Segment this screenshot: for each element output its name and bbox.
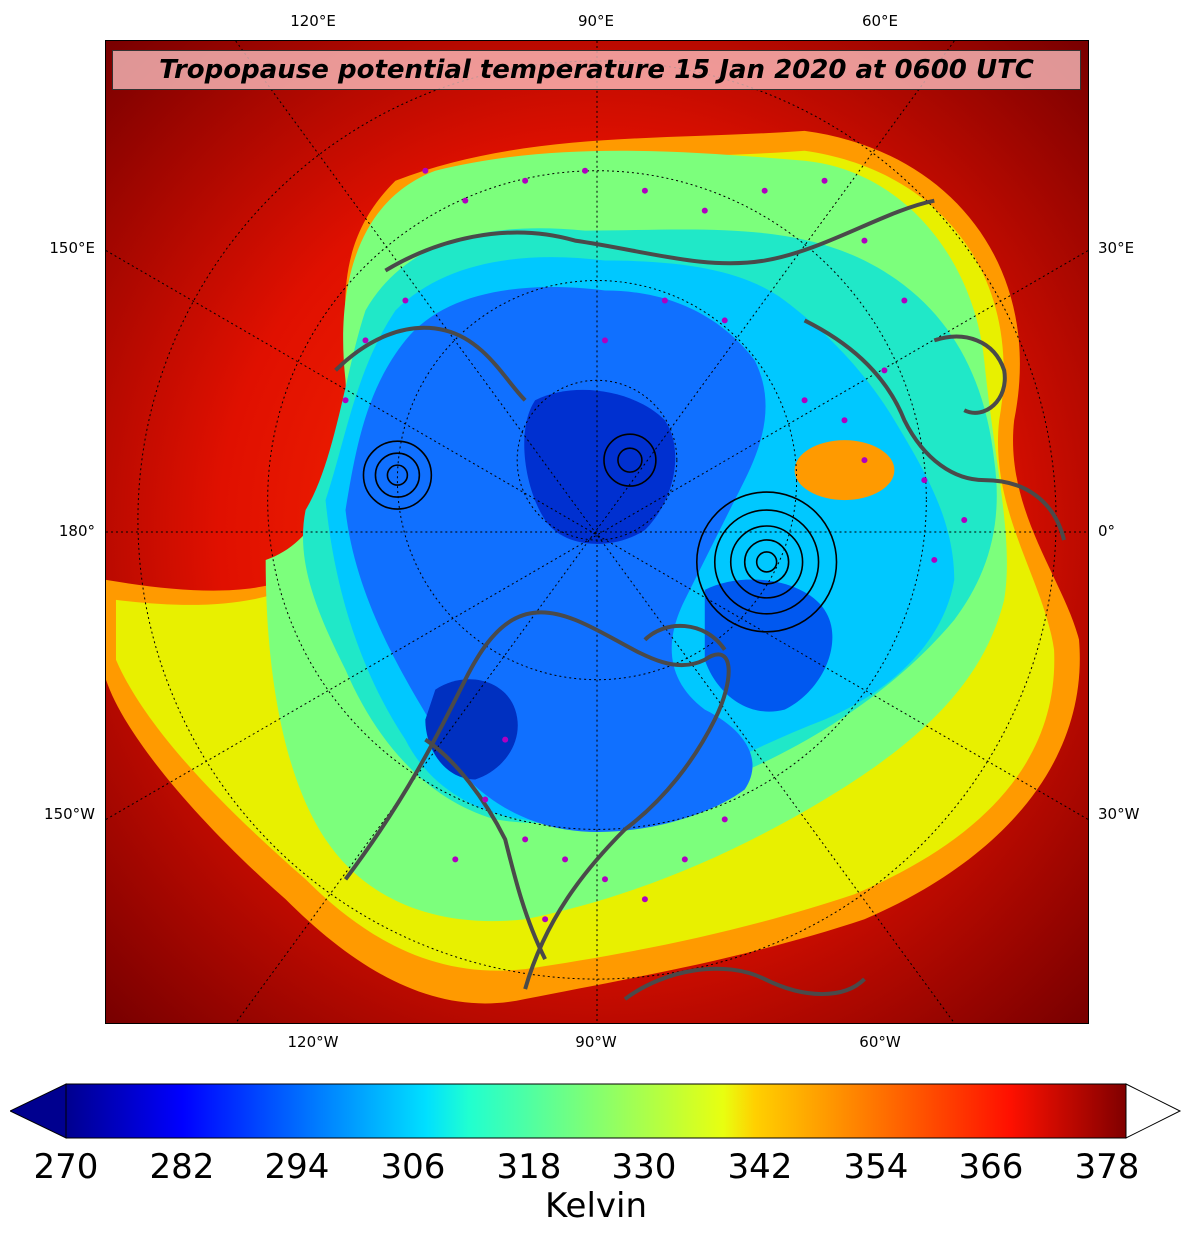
colorbar-tick: 294 <box>264 1147 330 1187</box>
station-markers <box>342 167 968 923</box>
map-canvas <box>106 41 1088 1023</box>
colorbar-label: Kelvin <box>544 1186 648 1226</box>
lon-label-right-2: 0° <box>1098 522 1116 540</box>
lon-label-bottom-2: 90°W <box>575 1033 617 1051</box>
colorbar-tick: 330 <box>611 1147 677 1187</box>
colorbar-tick: 270 <box>33 1147 99 1187</box>
colorbar-tick: 282 <box>149 1147 215 1187</box>
orange-patch <box>794 440 895 501</box>
colorbar-tick: 366 <box>958 1147 1024 1187</box>
lon-label-bottom-3: 60°W <box>859 1033 901 1051</box>
lon-label-top-2: 90°E <box>577 12 615 30</box>
deep-blue-patch <box>704 579 833 712</box>
lon-label-top-3: 60°E <box>861 12 899 30</box>
deep-blue-patch <box>425 679 518 780</box>
lon-label-left-3: 150°W <box>44 805 95 823</box>
pressure-contours <box>362 433 838 633</box>
lon-label-bottom-1: 120°W <box>287 1033 339 1051</box>
lon-label-top-1: 120°E <box>290 12 336 30</box>
map-title: Tropopause potential temperature 15 Jan … <box>112 50 1081 90</box>
colorbar-gradient <box>65 1083 1127 1139</box>
colorbar-extend-max <box>1125 1083 1182 1139</box>
deep-blue-patch <box>524 389 676 544</box>
colorbar-tick: 318 <box>496 1147 562 1187</box>
colorbar <box>10 1083 1182 1139</box>
coastlines <box>334 198 1066 1001</box>
colorbar-tick: 342 <box>727 1147 793 1187</box>
colorbar-extend-min <box>10 1083 67 1139</box>
lon-label-left-2: 180° <box>58 522 95 540</box>
colorbar-tick: 378 <box>1074 1147 1140 1187</box>
lon-label-left-1: 150°E <box>49 239 95 257</box>
lon-label-right-3: 30°W <box>1098 805 1140 823</box>
colorbar-tick: 354 <box>843 1147 909 1187</box>
colorbar-tick: 306 <box>380 1147 446 1187</box>
map-panel <box>105 40 1089 1024</box>
lon-label-right-1: 30°E <box>1098 239 1135 257</box>
